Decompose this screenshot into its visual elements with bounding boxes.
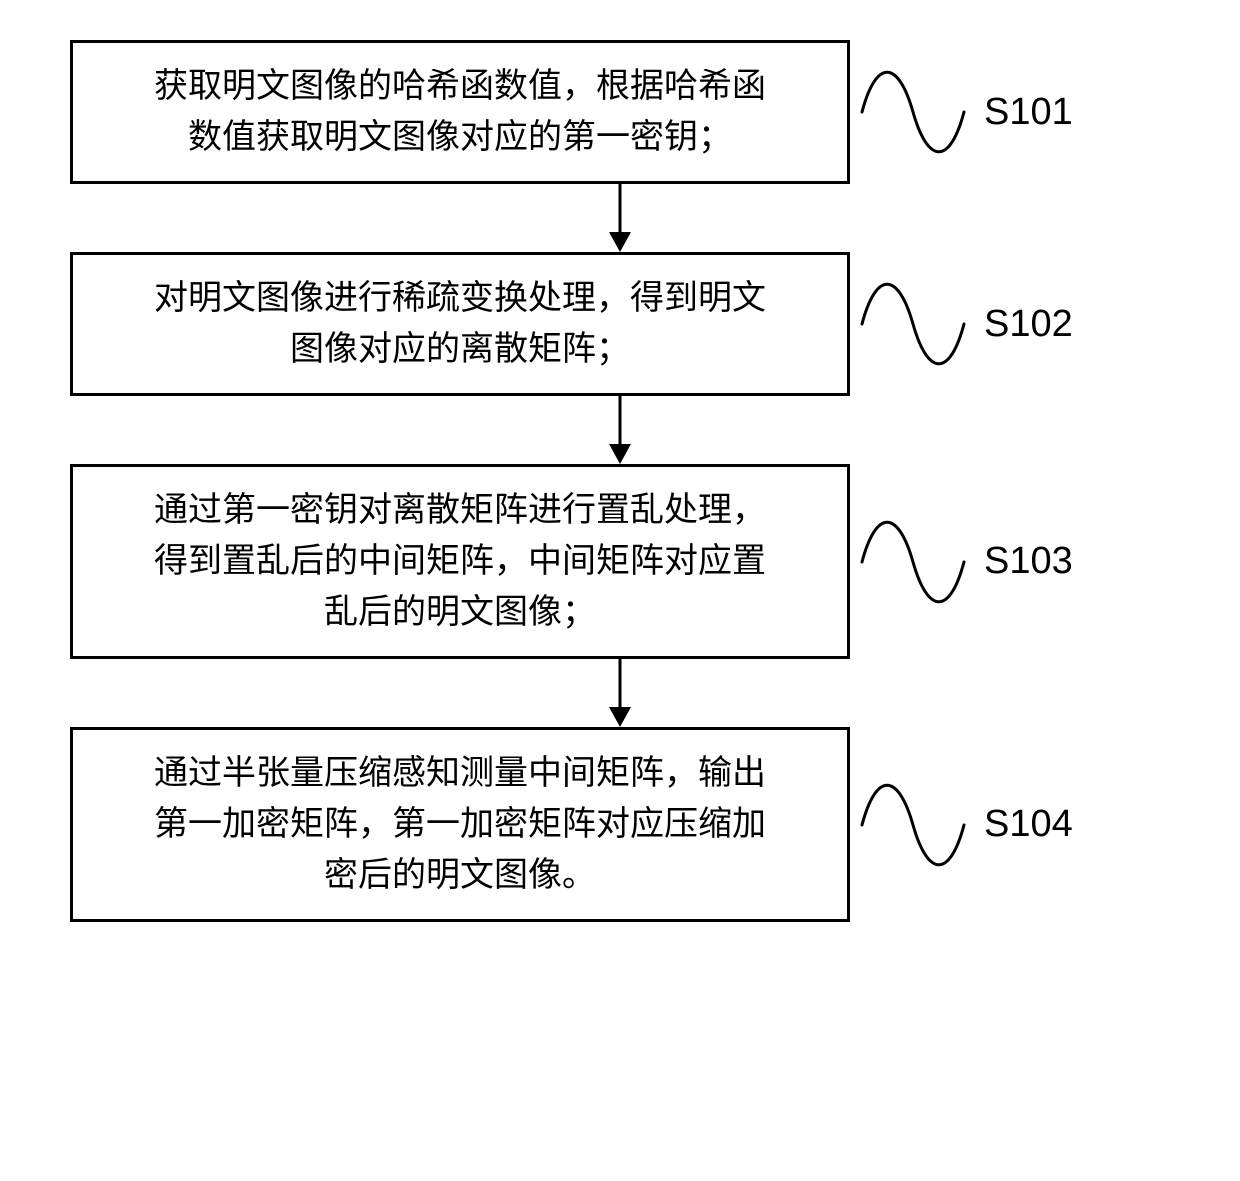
arrow-down-icon xyxy=(600,184,640,252)
arrow-wrap xyxy=(230,659,1010,727)
step-row: 对明文图像进行稀疏变换处理，得到明文 图像对应的离散矩阵； S102 xyxy=(70,252,1170,396)
step-connector: S103 xyxy=(850,517,1170,607)
step-row: 通过半张量压缩感知测量中间矩阵，输出 第一加密矩阵，第一加密矩阵对应压缩加 密后… xyxy=(70,727,1170,922)
wave-icon xyxy=(858,67,968,157)
step-row: 通过第一密钥对离散矩阵进行置乱处理， 得到置乱后的中间矩阵，中间矩阵对应置 乱后… xyxy=(70,464,1170,659)
wave-icon xyxy=(858,279,968,369)
step-label: S102 xyxy=(984,303,1073,346)
step-label: S104 xyxy=(984,803,1073,846)
step-row: 获取明文图像的哈希函数值，根据哈希函 数值获取明文图像对应的第一密钥； S101 xyxy=(70,40,1170,184)
step-connector: S102 xyxy=(850,279,1170,369)
step-line: 第一加密矩阵，第一加密矩阵对应压缩加 xyxy=(99,799,821,850)
step-line: 数值获取明文图像对应的第一密钥； xyxy=(99,112,821,163)
arrow-wrap xyxy=(230,396,1010,464)
step-line: 得到置乱后的中间矩阵，中间矩阵对应置 xyxy=(99,536,821,587)
flowchart-root: 获取明文图像的哈希函数值，根据哈希函 数值获取明文图像对应的第一密钥； S101… xyxy=(70,40,1170,922)
wave-icon xyxy=(858,780,968,870)
step-connector: S101 xyxy=(850,67,1170,157)
step-line: 图像对应的离散矩阵； xyxy=(99,324,821,375)
step-line: 对明文图像进行稀疏变换处理，得到明文 xyxy=(99,273,821,324)
step-box-s102: 对明文图像进行稀疏变换处理，得到明文 图像对应的离散矩阵； xyxy=(70,252,850,396)
step-connector: S104 xyxy=(850,780,1170,870)
step-box-s104: 通过半张量压缩感知测量中间矩阵，输出 第一加密矩阵，第一加密矩阵对应压缩加 密后… xyxy=(70,727,850,922)
step-line: 通过第一密钥对离散矩阵进行置乱处理， xyxy=(99,485,821,536)
arrow-wrap xyxy=(230,184,1010,252)
arrow-down-icon xyxy=(600,396,640,464)
step-label: S103 xyxy=(984,540,1073,583)
wave-icon xyxy=(858,517,968,607)
arrow-down-icon xyxy=(600,659,640,727)
step-box-s101: 获取明文图像的哈希函数值，根据哈希函 数值获取明文图像对应的第一密钥； xyxy=(70,40,850,184)
step-label: S101 xyxy=(984,91,1073,134)
step-line: 获取明文图像的哈希函数值，根据哈希函 xyxy=(99,61,821,112)
step-box-s103: 通过第一密钥对离散矩阵进行置乱处理， 得到置乱后的中间矩阵，中间矩阵对应置 乱后… xyxy=(70,464,850,659)
step-line: 密后的明文图像。 xyxy=(99,850,821,901)
step-line: 通过半张量压缩感知测量中间矩阵，输出 xyxy=(99,748,821,799)
step-line: 乱后的明文图像； xyxy=(99,587,821,638)
